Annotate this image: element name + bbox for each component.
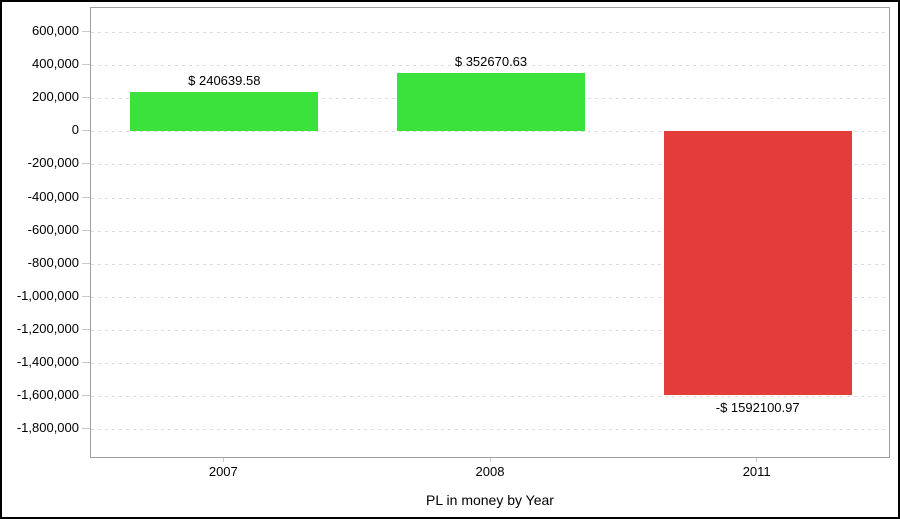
gridline-y-400000	[91, 65, 889, 67]
y-axis-tick	[82, 428, 90, 430]
bar-2007	[130, 91, 319, 132]
plot-area: $ 240639.58 $ 352670.63 -$ 1592100.97	[90, 7, 890, 458]
y-axis-tick	[82, 295, 90, 297]
y-axis-tick	[82, 163, 90, 165]
y-tick-label: 200,000	[32, 89, 79, 105]
y-axis-tick	[82, 362, 90, 363]
x-tick-label-2011: 2011	[742, 464, 771, 479]
gridline-y--1600000	[91, 396, 889, 398]
y-tick-label: -1,000,000	[16, 287, 79, 303]
x-axis-tick	[489, 458, 491, 462]
y-axis-tick	[82, 395, 90, 397]
gridline-y--1400000	[91, 363, 889, 364]
y-tick-label: -800,000	[27, 254, 79, 270]
y-tick-label: -1,800,000	[16, 420, 79, 436]
gridline-y--400000	[91, 197, 889, 199]
gridline-y-0	[91, 131, 889, 133]
y-tick-label: -1,200,000	[16, 320, 79, 336]
x-axis-tick	[756, 458, 758, 462]
y-axis-tick	[82, 328, 90, 330]
gridline-y--800000	[91, 263, 889, 265]
bar-2008	[397, 72, 585, 132]
y-axis-tick	[82, 229, 90, 231]
y-axis-tick	[82, 31, 90, 32]
y-tick-label: 400,000	[32, 56, 79, 72]
gridline-y--200000	[91, 164, 889, 166]
x-axis-title: PL in money by Year	[426, 492, 554, 508]
bar-value-label-2007: $ 240639.58	[188, 72, 261, 88]
x-axis-tick	[222, 458, 224, 462]
y-axis-tick	[82, 130, 90, 132]
y-axis-tick	[82, 64, 90, 66]
y-tick-label: -200,000	[27, 155, 79, 171]
y-axis-tick	[82, 196, 90, 198]
x-tick-label-2008: 2008	[475, 464, 505, 479]
y-tick-label: 600,000	[32, 23, 79, 38]
y-tick-label: -400,000	[27, 188, 79, 204]
gridline-y--1800000	[91, 429, 889, 431]
bar-value-label-2011: -$ 1592100.97	[715, 399, 800, 415]
gridline-y--600000	[91, 230, 889, 232]
gridline-y--1000000	[91, 296, 889, 298]
x-tick-label-2007: 2007	[208, 464, 238, 479]
bar-value-label-2008: $ 352670.63	[454, 53, 528, 69]
y-tick-label: -600,000	[27, 221, 79, 237]
y-axis-tick	[82, 97, 90, 99]
y-axis-tick	[82, 262, 90, 264]
y-tick-label: -1,600,000	[16, 387, 79, 403]
gridline-y--1200000	[91, 329, 889, 331]
gridline-y-600000	[91, 32, 889, 33]
y-tick-label: -1,400,000	[16, 354, 79, 369]
y-tick-label: 0	[71, 122, 79, 138]
bar-2011	[663, 131, 852, 395]
